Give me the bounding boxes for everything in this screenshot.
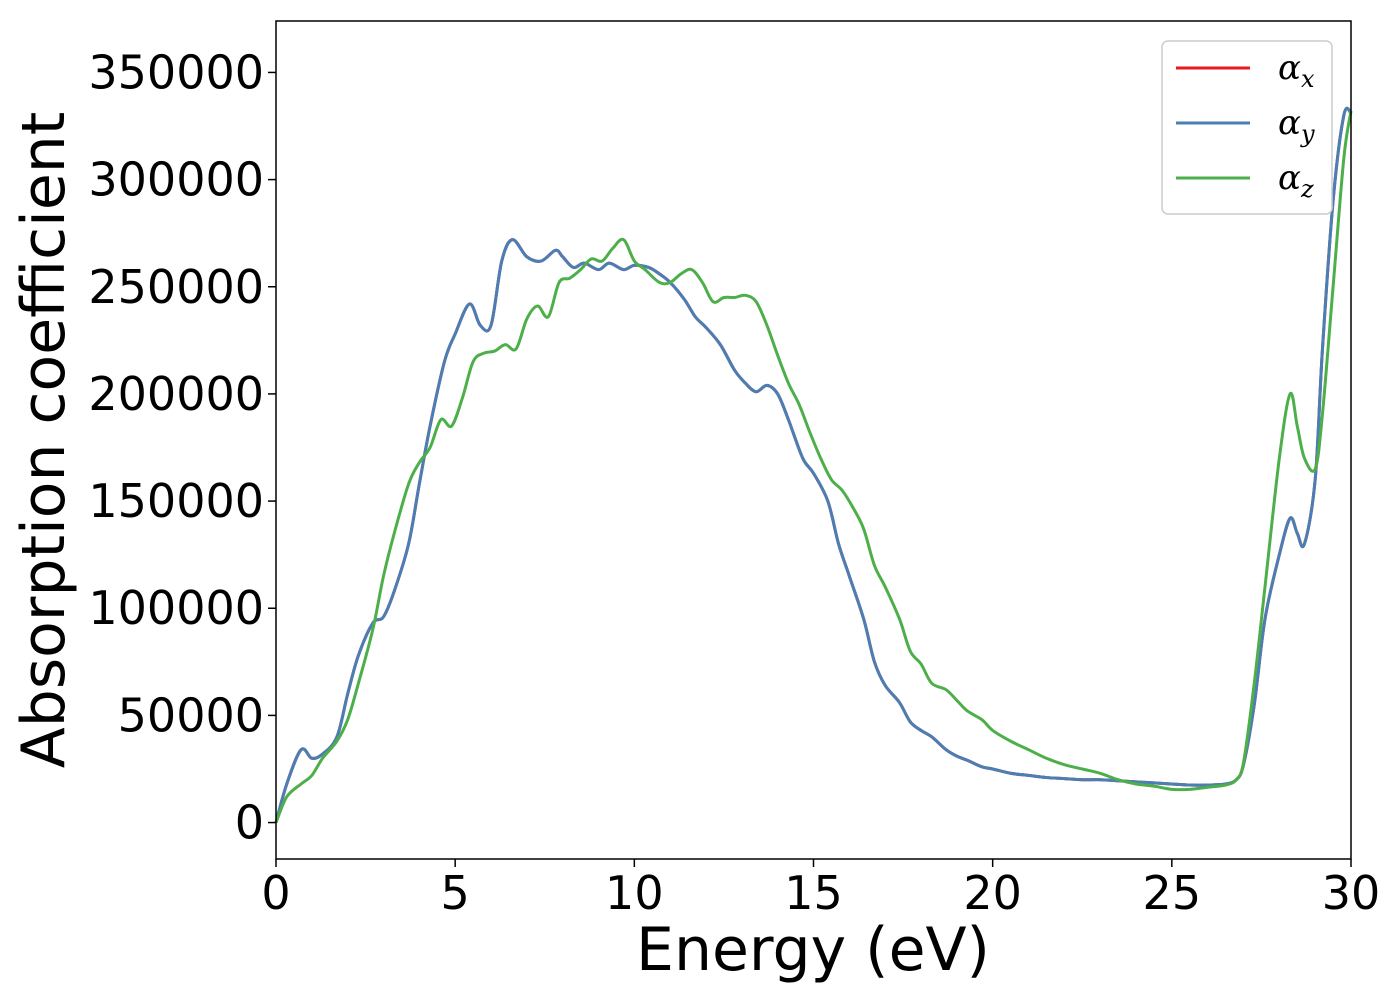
series-line-z <box>274 110 1353 824</box>
series-line-x <box>274 106 1353 823</box>
x-tick-label: 25 <box>1143 866 1202 920</box>
x-tick-label: 0 <box>261 866 290 920</box>
plot-lines <box>274 106 1353 824</box>
legend-label-y: αy <box>1278 103 1315 148</box>
y-tick-label: 100000 <box>88 581 264 635</box>
y-axis-label: Absorption coefficient <box>9 112 79 769</box>
x-tick-label: 20 <box>963 866 1022 920</box>
y-tick-label: 200000 <box>88 367 264 421</box>
x-tick-label: 30 <box>1322 866 1381 920</box>
legend-label-z: αz <box>1278 158 1314 203</box>
x-axis-label: Energy (eV) <box>636 915 990 985</box>
y-tick-label: 50000 <box>118 688 264 742</box>
x-tick-label: 5 <box>441 866 470 920</box>
x-tick-label: 10 <box>605 866 664 920</box>
legend-box <box>1161 40 1333 215</box>
y-tick-label: 0 <box>235 796 264 850</box>
x-axis-ticks: 0 5 10 15 20 25 30 <box>261 859 1380 920</box>
y-axis-ticks: 0 50000 100000 150000 200000 250000 300000 3500… <box>88 45 276 850</box>
legend-label-x: αx <box>1278 48 1315 93</box>
y-tick-label: 250000 <box>88 260 264 314</box>
legend: αx αy αz <box>1161 40 1333 215</box>
x-tick-label: 15 <box>784 866 843 920</box>
y-tick-label: 150000 <box>88 474 264 528</box>
y-tick-label: 350000 <box>88 45 264 99</box>
y-tick-label: 300000 <box>88 153 264 207</box>
series-line-y <box>274 106 1353 823</box>
